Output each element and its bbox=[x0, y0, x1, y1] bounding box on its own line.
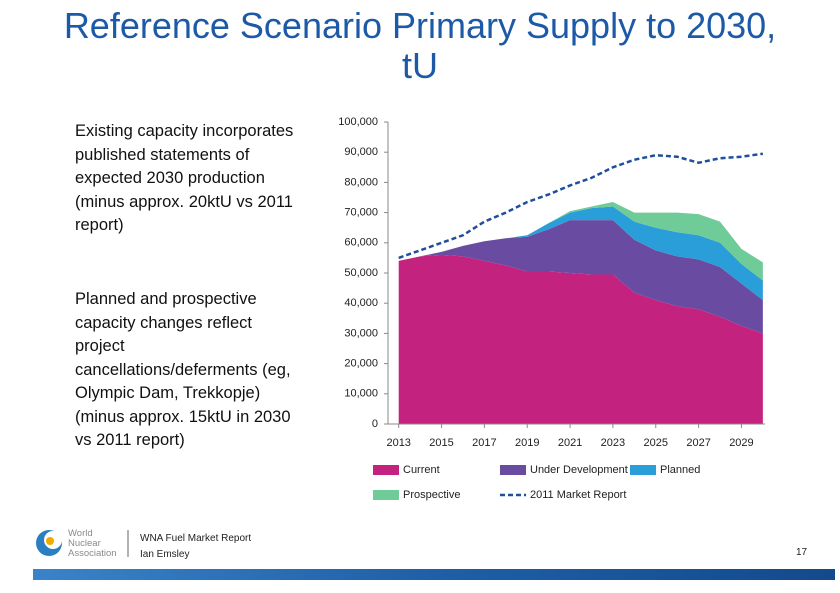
y-tick-label: 30,000 bbox=[344, 327, 378, 339]
area bbox=[398, 254, 763, 424]
legend-swatch bbox=[500, 465, 526, 475]
report-name: WNA Fuel Market Report bbox=[140, 533, 252, 544]
x-tick-label: 2017 bbox=[472, 437, 496, 449]
y-tick-label: 20,000 bbox=[344, 358, 378, 370]
x-tick-label: 2025 bbox=[644, 437, 668, 449]
title: Reference Scenario Primary Supply to 203… bbox=[63, 5, 777, 46]
logo-text: World Nuclear Association bbox=[68, 529, 117, 559]
legend-swatch bbox=[373, 465, 399, 475]
paragraph: Planned and prospective capacity changes… bbox=[75, 290, 291, 449]
x-tick-label: 2027 bbox=[686, 437, 710, 449]
legend-label: Current bbox=[403, 464, 440, 476]
y-tick-label: 90,000 bbox=[344, 146, 378, 158]
y-tick-label: 50,000 bbox=[344, 267, 378, 279]
paragraph: Existing capacity incorporates published… bbox=[75, 122, 294, 234]
y-tick-label: 80,000 bbox=[344, 176, 378, 188]
x-tick-label: 2023 bbox=[601, 437, 625, 449]
author: Ian Emsley bbox=[140, 549, 190, 560]
area bbox=[398, 202, 763, 281]
y-tick-label: 40,000 bbox=[344, 297, 378, 309]
legend-label: 2011 Market Report bbox=[530, 489, 626, 501]
y-tick-label: 100,000 bbox=[338, 116, 378, 128]
x-tick-label: 2013 bbox=[386, 437, 410, 449]
title: tU bbox=[402, 45, 438, 86]
line bbox=[398, 152, 764, 260]
legend-label: Under Development bbox=[530, 464, 628, 476]
y-tick-label: 60,000 bbox=[344, 237, 378, 249]
legend-swatch bbox=[630, 465, 656, 475]
x-tick-label: 2019 bbox=[515, 437, 539, 449]
legend-swatch bbox=[373, 490, 399, 500]
x-tick-label: 2015 bbox=[429, 437, 453, 449]
footer-bar bbox=[33, 569, 835, 580]
logo-line: Association bbox=[68, 548, 117, 559]
y-tick-label: 70,000 bbox=[344, 207, 378, 219]
x-tick-label: 2029 bbox=[729, 437, 753, 449]
area bbox=[398, 220, 763, 334]
page-number: 17 bbox=[796, 547, 808, 558]
x-tick-label: 2021 bbox=[558, 437, 582, 449]
logo-line: Nuclear bbox=[68, 538, 101, 549]
area bbox=[398, 206, 763, 301]
legend-label: Prospective bbox=[403, 489, 460, 501]
y-tick-label: 0 bbox=[372, 418, 378, 430]
logo-line: World bbox=[68, 528, 93, 539]
logo-mark bbox=[46, 537, 54, 545]
y-tick-label: 10,000 bbox=[344, 388, 378, 400]
legend-label: Planned bbox=[660, 464, 700, 476]
